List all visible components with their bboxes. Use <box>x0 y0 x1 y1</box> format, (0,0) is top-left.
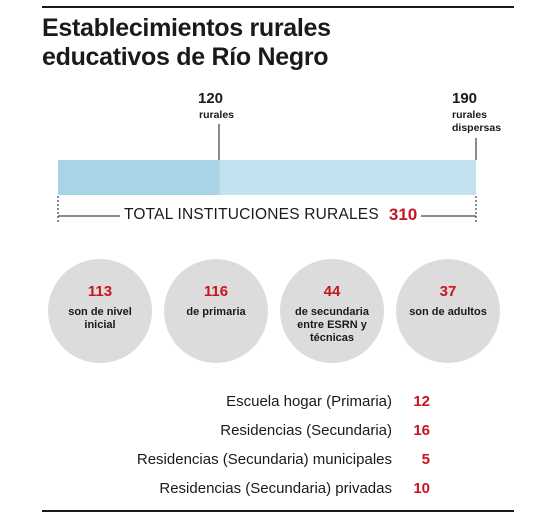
circle-inicial-value: 113 <box>87 283 113 300</box>
list-item-label: Residencias (Secundaria) privadas <box>159 480 392 497</box>
bar-segment-dispersas <box>219 160 477 195</box>
circle-adultos-label: son de adultos <box>409 306 487 318</box>
circle-secundaria-value: 44 <box>323 283 341 300</box>
list-item-value: 10 <box>413 480 430 497</box>
chart-title-line1: Establecimientos rurales <box>42 14 331 42</box>
chart-title: Establecimientos rurales educativos de R… <box>42 14 331 72</box>
list-item-value: 12 <box>413 393 430 410</box>
list-item: Residencias (Secundaria) 16 <box>60 422 430 451</box>
total-value: 310 <box>388 205 418 224</box>
rurales-label: rurales <box>199 109 235 121</box>
circle-primaria-label: de primaria <box>186 306 246 318</box>
list-item: Residencias (Secundaria) privadas 10 <box>60 480 430 509</box>
list-item-label: Residencias (Secundaria) municipales <box>136 451 392 468</box>
dispersas-label-1: rurales <box>452 109 488 121</box>
top-rule <box>42 6 514 8</box>
circle-adultos-value: 37 <box>439 283 457 300</box>
list-item: Escuela hogar (Primaria) 12 <box>60 393 430 422</box>
dispersas-label-2: dispersas <box>452 122 502 134</box>
circle-adultos: 37 son de adultos <box>396 259 500 363</box>
total-row: TOTAL INSTITUCIONES RURALES 310 <box>120 204 422 226</box>
dispersas-value: 190 <box>452 90 478 107</box>
circle-primaria: 116 de primaria <box>164 259 268 363</box>
chart-title-line2: educativos de Río Negro <box>42 43 329 71</box>
list-item-value: 5 <box>421 451 430 468</box>
circle-inicial-label: son de nivel inicial <box>68 306 132 331</box>
circle-secundaria-label: de secundaria entre ESRN y técnicas <box>295 306 369 344</box>
circle-primaria-value: 116 <box>203 283 229 300</box>
total-label: TOTAL INSTITUCIONES RURALES <box>124 206 379 223</box>
residencias-list: Escuela hogar (Primaria) 12 Residencias … <box>60 393 430 509</box>
rurales-value: 120 <box>198 90 224 107</box>
circle-inicial: 113 son de nivel inicial <box>48 259 152 363</box>
list-item-label: Residencias (Secundaria) <box>220 422 392 439</box>
circle-secundaria: 44 de secundaria entre ESRN y técnicas <box>280 259 384 363</box>
list-item-label: Escuela hogar (Primaria) <box>226 393 392 410</box>
bottom-rule <box>42 510 514 512</box>
bar-segment-rurales <box>58 160 220 195</box>
list-item-value: 16 <box>413 422 430 439</box>
list-item: Residencias (Secundaria) municipales 5 <box>60 451 430 480</box>
